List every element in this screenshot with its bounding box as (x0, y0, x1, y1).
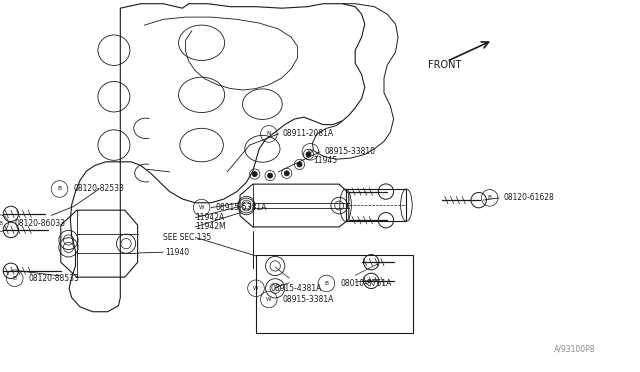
Text: W: W (308, 149, 313, 154)
Circle shape (284, 171, 289, 176)
Text: SEE SEC.135: SEE SEC.135 (163, 233, 211, 242)
Text: 08911-2081A: 08911-2081A (283, 129, 334, 138)
Text: 11945: 11945 (314, 156, 338, 165)
Text: W: W (253, 286, 259, 291)
Text: A/93100P8: A/93100P8 (554, 344, 595, 353)
Bar (256, 255, 413, 333)
Text: 08915-4381A: 08915-4381A (270, 284, 321, 293)
Text: 08120-88533: 08120-88533 (29, 274, 79, 283)
Text: 11940: 11940 (165, 248, 189, 257)
Circle shape (268, 173, 273, 178)
Text: B: B (13, 276, 17, 281)
Text: B: B (324, 281, 328, 286)
Text: B: B (0, 221, 2, 226)
Text: B: B (58, 186, 61, 192)
Text: 08915-5381A: 08915-5381A (216, 203, 267, 212)
Text: B: B (488, 195, 492, 201)
Text: 08915-33810: 08915-33810 (324, 147, 376, 156)
Text: W: W (266, 297, 271, 302)
Text: 08120-86033: 08120-86033 (14, 219, 65, 228)
Text: FRONT: FRONT (428, 60, 461, 70)
Bar (346, 189, 406, 221)
Circle shape (306, 152, 311, 157)
Text: 11942A: 11942A (195, 213, 225, 222)
Circle shape (297, 162, 302, 167)
Text: 08010-8751A: 08010-8751A (340, 279, 392, 288)
Text: 08120-61628: 08120-61628 (504, 193, 554, 202)
Circle shape (252, 171, 257, 177)
Text: 08120-82533: 08120-82533 (74, 185, 124, 193)
Text: W: W (199, 205, 204, 210)
Text: 08915-3381A: 08915-3381A (283, 295, 334, 304)
Text: N: N (266, 131, 271, 137)
Text: 11942M: 11942M (195, 222, 226, 231)
